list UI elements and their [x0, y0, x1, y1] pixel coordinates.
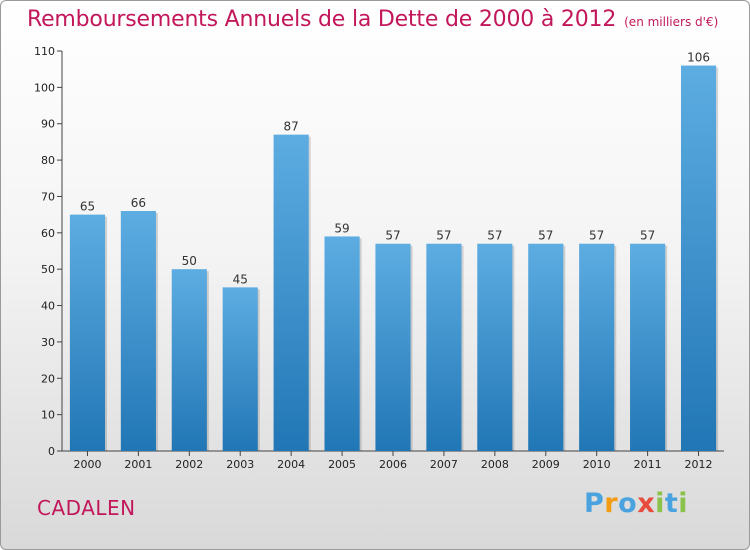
bar-2008: [477, 243, 513, 451]
bar-2000: [69, 214, 106, 451]
y-tick-label: 70: [41, 190, 55, 203]
chart-labels: 2000 65 2001 66 2002 50 2003 45 2004 87 2005 59 2006…: [73, 51, 712, 471]
y-tick-label: 80: [41, 154, 55, 167]
bar-2004: [273, 134, 309, 452]
value-label: 57: [640, 229, 655, 243]
value-label: 57: [436, 229, 451, 243]
logo-letter: i: [655, 488, 665, 519]
x-tick-label: 2004: [277, 458, 305, 471]
y-tick-label: 40: [41, 300, 55, 313]
bar-2006: [375, 243, 411, 451]
logo-letter: r: [604, 488, 619, 519]
x-tick-label: 2002: [175, 458, 203, 471]
y-tick-label: 110: [34, 45, 55, 58]
value-label: 106: [687, 51, 710, 65]
chart-title: Remboursements Annuels de la Dette de 20…: [27, 7, 718, 32]
y-tick-label: 50: [41, 263, 55, 276]
bar-2005: [324, 236, 360, 451]
value-label: 59: [334, 221, 349, 235]
value-label: 45: [233, 272, 248, 286]
logo-letter: t: [664, 488, 679, 519]
y-tick-label: 100: [34, 81, 55, 94]
bar-2009: [528, 243, 564, 451]
y-tick-label: 60: [41, 227, 55, 240]
x-tick-label: 2005: [328, 458, 356, 471]
chart-bars: [69, 65, 719, 452]
logo-letter: i: [678, 488, 689, 519]
commune-name: CADALEN: [37, 496, 136, 520]
x-tick-label: 2003: [226, 458, 254, 471]
bar-2011: [630, 243, 666, 451]
y-tick-label: 90: [41, 118, 55, 131]
value-label: 87: [284, 120, 299, 134]
x-tick-label: 2000: [73, 458, 101, 471]
logo-letter: o: [618, 488, 638, 519]
x-tick-label: 2009: [532, 458, 560, 471]
x-tick-label: 2006: [379, 458, 407, 471]
y-tick-label: 0: [48, 445, 55, 458]
bar-2003: [222, 287, 258, 451]
x-tick-label: 2012: [685, 458, 713, 471]
value-label: 57: [487, 229, 502, 243]
logo-letter: P: [584, 488, 605, 519]
y-tick-label: 30: [41, 336, 55, 349]
x-tick-label: 2008: [481, 458, 509, 471]
bar-2007: [426, 243, 462, 451]
value-label: 65: [80, 200, 95, 214]
value-label: 57: [385, 229, 400, 243]
value-label: 57: [538, 229, 553, 243]
x-tick-label: 2007: [430, 458, 458, 471]
y-tick-label: 20: [41, 372, 55, 385]
x-tick-label: 2001: [124, 458, 152, 471]
bar-2001: [120, 211, 156, 451]
y-tick-label: 10: [41, 409, 55, 422]
bar-2002: [171, 269, 207, 451]
x-tick-label: 2011: [634, 458, 662, 471]
value-label: 57: [589, 229, 604, 243]
chart-unit-text: (en milliers d'€): [624, 15, 719, 29]
bar-2012: [680, 65, 717, 451]
value-label: 66: [131, 196, 146, 210]
x-tick-label: 2010: [583, 458, 611, 471]
bar-2010: [579, 243, 615, 451]
proxiti-logo: Proxiti: [584, 488, 688, 519]
value-label: 50: [182, 254, 197, 268]
chart-title-text: Remboursements Annuels de la Dette de 20…: [27, 7, 617, 32]
logo-letter: x: [637, 488, 656, 519]
